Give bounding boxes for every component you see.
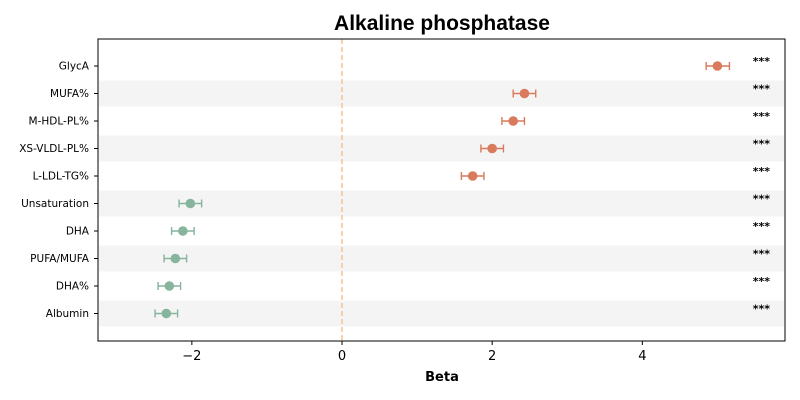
category-label: DHA% xyxy=(56,281,89,293)
forest-row: *** xyxy=(480,138,771,154)
beta-point xyxy=(712,61,723,71)
forest-row: *** xyxy=(178,193,771,209)
significance-label: *** xyxy=(753,193,771,206)
category-label: Unsaturation xyxy=(21,198,89,210)
beta-point xyxy=(178,226,188,236)
beta-point xyxy=(161,308,172,319)
significance-label: *** xyxy=(753,165,771,178)
significance-label: *** xyxy=(753,55,771,68)
significance-label: *** xyxy=(753,303,771,316)
forest-row: *** xyxy=(170,220,771,236)
forest-row: *** xyxy=(157,275,771,291)
row-band xyxy=(99,190,784,217)
beta-point xyxy=(164,281,175,291)
chart-title: Alkaline phosphatase xyxy=(334,12,550,35)
forest-row: *** xyxy=(512,83,771,99)
beta-point xyxy=(508,116,519,126)
forest-row: *** xyxy=(501,110,771,126)
x-axis: −2 0 2 4 xyxy=(182,341,646,364)
category-label: XS-VLDL-PL% xyxy=(19,143,89,155)
x-tick-label: 4 xyxy=(638,349,646,364)
category-label: M-HDL-PL% xyxy=(29,116,89,128)
row-band xyxy=(99,80,784,107)
category-label: MUFA% xyxy=(50,88,89,100)
plot-frame xyxy=(97,38,786,342)
x-tick-label: 2 xyxy=(488,349,496,364)
category-label: DHA xyxy=(66,226,90,238)
beta-point xyxy=(185,198,196,209)
x-tick-label: 0 xyxy=(338,349,346,364)
forest-row: *** xyxy=(154,303,771,319)
beta-point xyxy=(170,253,181,264)
beta-point xyxy=(467,171,478,181)
category-label: GlycA xyxy=(59,61,90,73)
x-axis-label: Beta xyxy=(425,370,459,385)
x-tick-label: −2 xyxy=(182,349,201,364)
row-band xyxy=(99,245,784,272)
row-bands xyxy=(99,80,784,327)
data-marks: *** *** *** *** *** *** *** *** *** *** xyxy=(154,55,771,319)
beta-point xyxy=(487,143,497,154)
significance-label: *** xyxy=(753,138,771,151)
significance-label: *** xyxy=(753,220,771,233)
category-label: L-LDL-TG% xyxy=(33,171,89,183)
row-band xyxy=(99,300,784,327)
forest-row: *** xyxy=(705,55,771,71)
significance-label: *** xyxy=(753,248,771,261)
forest-row: *** xyxy=(163,248,771,264)
category-label: Albumin xyxy=(46,308,89,320)
category-label: PUFA/MUFA xyxy=(30,253,90,265)
significance-label: *** xyxy=(753,110,771,123)
significance-label: *** xyxy=(753,275,771,288)
significance-label: *** xyxy=(753,83,771,96)
row-band xyxy=(99,135,784,162)
forest-row: *** xyxy=(460,165,771,181)
beta-point xyxy=(519,88,530,99)
category-labels: GlycA MUFA% M-HDL-PL% XS-VLDL-PL% L-LDL-TG% U… xyxy=(19,61,98,320)
